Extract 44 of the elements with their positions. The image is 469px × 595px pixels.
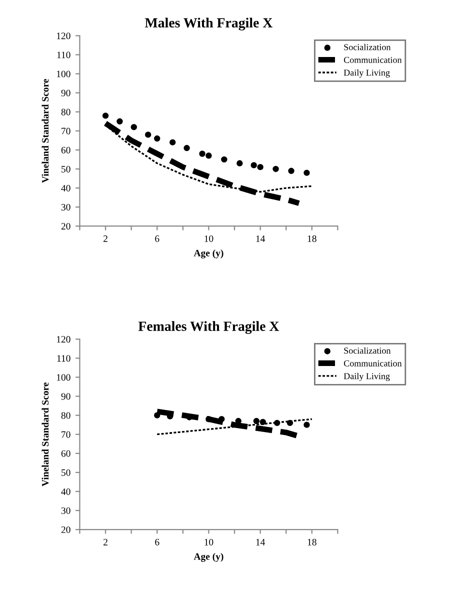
- x-tick-label: 14: [256, 538, 266, 546]
- x-tick-label: 10: [204, 235, 214, 242]
- legend-label: Communication: [344, 360, 402, 366]
- chart-title: Females With Fragile X: [138, 321, 280, 334]
- y-tick-label: 30: [61, 507, 70, 514]
- y-tick-label: 120: [56, 32, 70, 40]
- y-axis-title: Vineland Standard Score: [42, 382, 49, 486]
- x-tick-label: 18: [308, 235, 316, 242]
- y-tick-label: 60: [61, 146, 70, 154]
- y-tick-label: 80: [61, 108, 70, 116]
- x-tick-label: 2: [104, 235, 108, 242]
- y-tick-label: 40: [61, 184, 70, 192]
- y-tick-label: 20: [61, 223, 70, 230]
- y-tick-label: 20: [61, 526, 70, 534]
- y-tick-label: 80: [61, 412, 70, 419]
- x-tick-label: 6: [155, 538, 160, 546]
- y-tick-label: 100: [56, 374, 70, 381]
- x-tick-label: 14: [256, 235, 266, 242]
- y-tick-label: 100: [56, 70, 70, 78]
- x-tick-label: 18: [308, 538, 316, 546]
- x-tick-label: 10: [204, 538, 214, 546]
- y-tick-label: 120: [56, 336, 70, 343]
- y-tick-label: 70: [62, 431, 70, 438]
- y-tick-label: 60: [61, 450, 70, 457]
- y-axis-title: Vineland Standard Score: [42, 79, 49, 183]
- y-tick-label: 40: [61, 488, 70, 495]
- legend-label: Communication: [344, 56, 402, 63]
- y-tick-label: 70: [62, 128, 70, 134]
- chart-title: Males With Fragile X: [144, 18, 273, 30]
- y-tick-label: 90: [61, 393, 70, 400]
- x-axis-title: Age (y): [194, 250, 224, 258]
- x-tick-label: 6: [155, 235, 160, 242]
- y-tick-label: 30: [61, 204, 70, 211]
- x-axis-title: Age (y): [194, 552, 224, 562]
- y-tick-label: 50: [62, 469, 70, 476]
- legend-label: Daily Living: [344, 69, 390, 78]
- legend-label: Socialization: [344, 44, 391, 50]
- y-tick-label: 110: [57, 355, 70, 362]
- y-tick-label: 90: [61, 90, 70, 96]
- y-tick-label: 50: [62, 166, 70, 172]
- legend-label: Socialization: [344, 347, 391, 354]
- x-tick-label: 2: [104, 538, 108, 546]
- y-tick-label: 110: [57, 52, 70, 58]
- legend-label: Daily Living: [344, 372, 390, 382]
